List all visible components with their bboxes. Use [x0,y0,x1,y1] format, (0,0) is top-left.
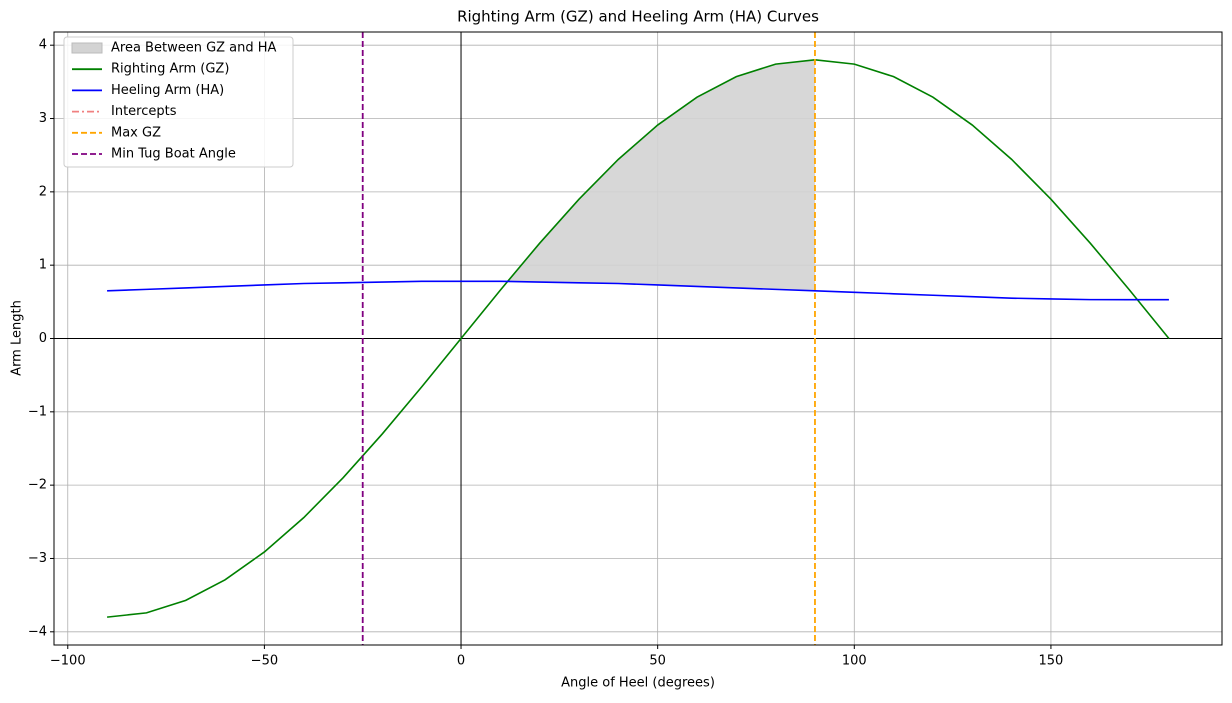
plot-frame [53,31,1223,646]
fill-area [508,59,815,291]
y-tick-label: 1 [39,258,47,273]
x-tick-label: 150 [1039,654,1064,669]
y-tick-label: 2 [39,184,47,199]
x-tick-label: 0 [457,654,465,669]
y-axis-label: Arm Length [10,300,25,376]
y-tick-label: −3 [28,551,47,566]
legend-box [63,36,294,168]
legend-label: Heeling Arm (HA) [111,83,224,98]
x-tick-label: 100 [842,654,867,669]
y-tick-label: 0 [39,331,47,346]
x-tick-label: 50 [649,654,666,669]
y-tick-label: −4 [28,624,47,639]
y-tick-label: 3 [39,111,47,126]
y-tick-label: −2 [28,478,47,493]
x-axis-label: Angle of Heel (degrees) [561,676,715,691]
legend-label: Area Between GZ and HA [111,41,277,56]
series-line [107,280,1169,301]
y-tick-label: −1 [28,404,47,419]
series-line [107,59,1170,618]
legend-label: Min Tug Boat Angle [111,147,236,162]
x-tick-label: −100 [50,654,86,669]
legend-label: Intercepts [111,104,177,119]
legend-swatch [71,42,103,54]
legend: Area Between GZ and HA Righting Arm (GZ) H… [63,36,294,168]
x-tick-label: −50 [251,654,278,669]
legend-label: Max GZ [111,125,161,140]
legend-label: Righting Arm (GZ) [111,62,229,77]
chart-title: Righting Arm (GZ) and Heeling Arm (HA) C… [457,8,819,26]
y-tick-label: 4 [39,38,47,53]
